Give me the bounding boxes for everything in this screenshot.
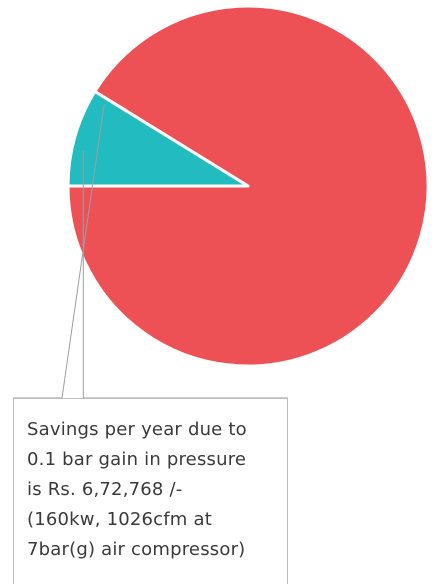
callout-line-5: 7bar(g) air compressor) [27, 539, 246, 560]
callout-line-3: is Rs. 6,72,768 /- [27, 479, 183, 500]
pie-slices [66, 4, 430, 368]
callout-line-2: 0.1 bar gain in pressure [27, 449, 247, 470]
callout-line-4: (160kw, 1026cfm at [27, 509, 212, 530]
pie-slice-2 [66, 89, 250, 188]
callout-line-1: Savings per year due to [27, 419, 247, 440]
savings-callout: Savings per year due to 0.1 bar gain in … [13, 398, 288, 584]
